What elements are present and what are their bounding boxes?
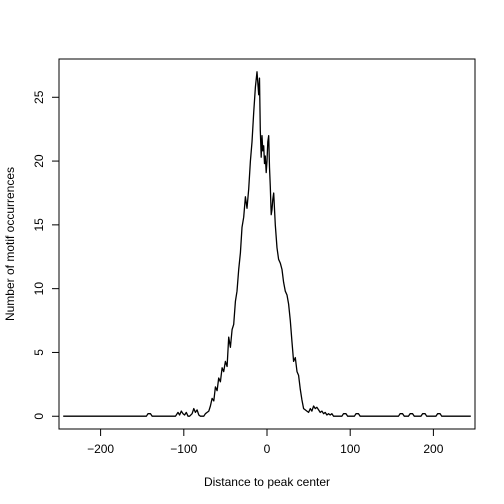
x-axis-label: Distance to peak center: [204, 475, 330, 489]
x-tick-label: 0: [264, 442, 271, 456]
y-tick-label: 15: [32, 218, 46, 232]
plot-frame: [58, 58, 476, 430]
y-axis: 0 5 10 15 20 25: [32, 90, 60, 420]
x-tick-label: −200: [87, 442, 114, 456]
x-tick-label: 200: [423, 442, 443, 456]
y-tick-label: 5: [32, 349, 46, 356]
series-line: [63, 71, 471, 417]
y-tick-label: 25: [32, 90, 46, 104]
y-tick-label: 10: [32, 282, 46, 296]
x-tick-label: 100: [340, 442, 360, 456]
y-tick-label: 0: [32, 413, 46, 420]
x-axis: −200 −100 0 100 200: [87, 428, 444, 456]
y-axis-label: Number of motif occurrences: [3, 167, 17, 321]
x-tick-label: −100: [170, 442, 197, 456]
y-tick-label: 20: [32, 154, 46, 168]
